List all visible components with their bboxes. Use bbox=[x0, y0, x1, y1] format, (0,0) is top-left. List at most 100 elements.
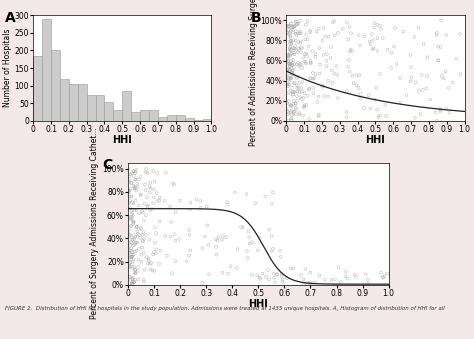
Point bbox=[150, 186, 157, 192]
Point bbox=[186, 207, 193, 212]
Point bbox=[289, 92, 297, 98]
Point bbox=[126, 265, 133, 270]
Point bbox=[287, 21, 295, 26]
Point bbox=[132, 240, 139, 245]
Point bbox=[286, 40, 294, 46]
Point bbox=[456, 31, 464, 37]
Point bbox=[126, 235, 133, 240]
Point bbox=[423, 86, 430, 91]
Point bbox=[284, 53, 292, 58]
Point bbox=[297, 272, 305, 278]
Point bbox=[146, 208, 154, 213]
Point bbox=[327, 55, 334, 61]
Point bbox=[129, 258, 137, 264]
Point bbox=[334, 30, 342, 36]
Bar bbox=[167, 115, 176, 121]
Point bbox=[287, 91, 294, 96]
Point bbox=[419, 87, 427, 93]
Point bbox=[284, 56, 292, 62]
Point bbox=[129, 275, 137, 280]
Point bbox=[348, 48, 356, 54]
Point bbox=[264, 267, 272, 273]
Point bbox=[293, 62, 301, 67]
Point bbox=[307, 270, 314, 275]
Point bbox=[290, 112, 297, 117]
Point bbox=[284, 75, 292, 80]
Point bbox=[376, 113, 384, 118]
Point bbox=[388, 50, 395, 55]
Point bbox=[136, 235, 144, 240]
Point bbox=[356, 73, 363, 78]
Point bbox=[339, 26, 346, 32]
Point bbox=[369, 46, 376, 52]
Point bbox=[284, 52, 292, 58]
Point bbox=[286, 88, 294, 94]
Point bbox=[325, 34, 332, 40]
Point bbox=[311, 280, 319, 285]
Point bbox=[133, 167, 140, 173]
Point bbox=[287, 35, 294, 40]
Point bbox=[142, 213, 150, 218]
Point bbox=[132, 185, 139, 191]
Point bbox=[296, 110, 303, 116]
Point bbox=[127, 216, 135, 221]
Point bbox=[302, 61, 310, 66]
Point bbox=[291, 109, 298, 115]
Point bbox=[408, 74, 415, 80]
Point bbox=[299, 79, 306, 85]
Point bbox=[287, 117, 295, 123]
Point bbox=[131, 270, 138, 275]
Point bbox=[254, 247, 262, 253]
Point bbox=[351, 272, 358, 277]
Point bbox=[288, 26, 296, 32]
Point bbox=[343, 114, 350, 120]
Point bbox=[288, 41, 295, 47]
Point bbox=[283, 107, 291, 112]
Point bbox=[125, 190, 133, 195]
Point bbox=[292, 101, 299, 106]
Point bbox=[287, 76, 294, 81]
Point bbox=[146, 180, 154, 185]
Point bbox=[128, 254, 136, 259]
Bar bbox=[87, 95, 96, 121]
Point bbox=[335, 265, 342, 270]
Point bbox=[128, 240, 136, 246]
Point bbox=[287, 61, 294, 66]
Point bbox=[134, 268, 141, 274]
Point bbox=[144, 171, 151, 176]
Point bbox=[256, 276, 264, 282]
Point bbox=[309, 48, 316, 54]
Point bbox=[146, 267, 154, 272]
Point bbox=[289, 68, 297, 73]
Point bbox=[435, 58, 442, 63]
Point bbox=[321, 34, 329, 39]
Point bbox=[149, 252, 157, 257]
Point bbox=[132, 240, 140, 245]
Point bbox=[410, 34, 418, 40]
Point bbox=[140, 250, 147, 256]
Point bbox=[139, 238, 147, 244]
Point bbox=[283, 91, 291, 96]
Point bbox=[345, 37, 352, 42]
X-axis label: HHI: HHI bbox=[365, 136, 385, 145]
Point bbox=[155, 261, 163, 266]
Point bbox=[124, 187, 132, 193]
Point bbox=[383, 113, 390, 119]
Point bbox=[136, 232, 143, 238]
Point bbox=[315, 94, 322, 99]
Point bbox=[285, 27, 292, 33]
Point bbox=[141, 182, 149, 187]
Bar bbox=[51, 51, 60, 121]
Point bbox=[369, 38, 376, 43]
Point bbox=[218, 237, 226, 242]
Bar bbox=[185, 118, 193, 121]
Point bbox=[407, 52, 414, 58]
Point bbox=[129, 183, 137, 188]
Point bbox=[136, 211, 143, 216]
Point bbox=[364, 277, 372, 282]
Point bbox=[284, 23, 292, 29]
Point bbox=[150, 250, 158, 255]
Point bbox=[287, 103, 294, 109]
Point bbox=[172, 238, 179, 243]
Point bbox=[140, 279, 148, 284]
